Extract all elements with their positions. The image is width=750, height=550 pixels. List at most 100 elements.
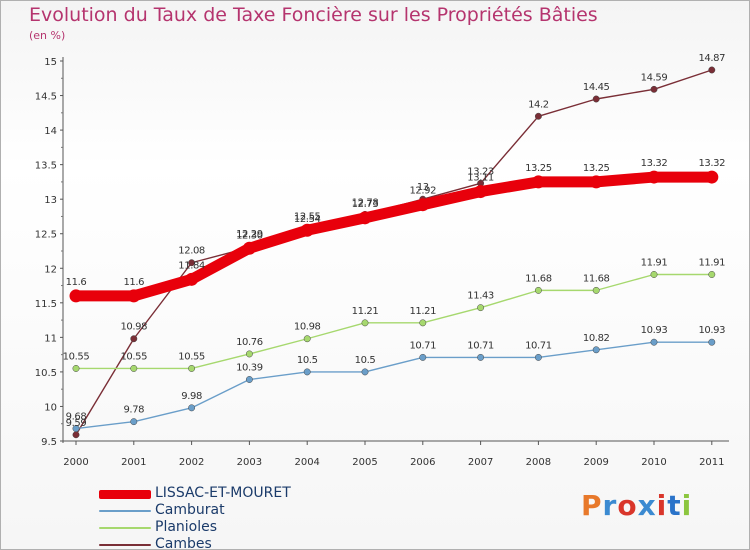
data-label: 13.25 xyxy=(583,163,610,174)
x-tick-label: 2010 xyxy=(641,457,666,468)
chart-title: Evolution du Taux de Taxe Foncière sur l… xyxy=(29,4,598,26)
y-tick-label: 10.5 xyxy=(35,368,57,379)
x-tick-label: 2007 xyxy=(468,457,493,468)
legend-label: Cambes xyxy=(155,536,212,550)
data-point xyxy=(72,365,80,372)
data-label: 10.93 xyxy=(641,325,668,336)
data-point xyxy=(188,404,196,412)
legend-swatch xyxy=(99,510,151,512)
data-point xyxy=(69,289,83,303)
data-labels-layer: 9.59 10.98 12.08 12.30 12.54 12.78 13 13.23 14.2… xyxy=(63,53,726,429)
data-point xyxy=(358,211,372,225)
data-label: 12.73 xyxy=(352,199,379,210)
legend-swatch xyxy=(99,544,151,546)
data-point xyxy=(705,170,719,184)
data-label: 11.84 xyxy=(178,260,205,271)
data-point xyxy=(650,85,658,93)
series-line-cambes xyxy=(75,69,713,436)
data-label: 11.91 xyxy=(641,257,668,268)
data-point xyxy=(477,304,485,312)
data-point xyxy=(303,368,311,376)
data-point xyxy=(300,223,314,237)
data-label: 10.39 xyxy=(236,363,263,374)
proxiti-logo: Proxiti xyxy=(581,489,692,522)
data-label: 12.08 xyxy=(178,246,205,257)
data-label: 10.55 xyxy=(178,351,205,362)
y-tick-label: 12.5 xyxy=(35,230,57,241)
data-label: 14.45 xyxy=(583,82,610,93)
chart-axes: 9.5 10 10.5 11 11.5 12 12.5 13 13.5 14 14.5 15 2000 2… xyxy=(35,57,729,468)
data-point xyxy=(708,66,716,74)
data-label: 13.11 xyxy=(467,173,494,184)
x-tick-label: 2004 xyxy=(294,457,319,468)
y-tick-label: 11 xyxy=(44,333,57,344)
data-label: 11.91 xyxy=(698,257,725,268)
logo-letter: P xyxy=(581,489,603,522)
data-label: 13.23 xyxy=(467,166,494,177)
data-label: 10.5 xyxy=(297,355,318,366)
data-label: 9.59 xyxy=(66,418,87,429)
logo-letter: t xyxy=(667,489,682,522)
data-label: 14.59 xyxy=(641,72,668,83)
series-line-planioles xyxy=(75,273,713,370)
data-point xyxy=(188,365,196,372)
data-point xyxy=(72,431,80,439)
legend-label: LISSAC-ET-MOURET xyxy=(155,485,291,501)
series-line-lissac-et-mouret xyxy=(70,171,718,302)
data-point xyxy=(303,335,311,343)
x-tick-label: 2011 xyxy=(699,457,724,468)
legend-swatch xyxy=(99,489,151,499)
data-point xyxy=(592,286,600,294)
data-label: 13.25 xyxy=(525,163,552,174)
data-label: 12.54 xyxy=(294,214,321,225)
data-label: 10.98 xyxy=(120,322,147,333)
data-label: 11.21 xyxy=(409,306,436,317)
x-tick-label: 2005 xyxy=(352,457,377,468)
data-label: 11.21 xyxy=(352,306,379,317)
y-axis-unit-label: (en %) xyxy=(29,29,66,42)
y-tick-label: 14 xyxy=(44,126,57,137)
data-point xyxy=(130,365,138,372)
data-point xyxy=(592,346,600,354)
series-layer xyxy=(69,66,719,439)
logo-letter: x xyxy=(637,489,657,522)
y-tick-label: 13 xyxy=(44,195,57,206)
data-point xyxy=(589,175,603,189)
data-label: 10.5 xyxy=(355,355,376,366)
data-point xyxy=(474,185,488,199)
data-label: 12.92 xyxy=(409,186,436,197)
x-tick-label: 2009 xyxy=(583,457,608,468)
data-label: 10.71 xyxy=(525,340,552,351)
data-point xyxy=(534,112,542,120)
x-tick-label: 2006 xyxy=(410,457,435,468)
data-point xyxy=(419,319,427,327)
data-label: 10.71 xyxy=(467,340,494,351)
data-point xyxy=(130,335,138,343)
y-tick-label: 13.5 xyxy=(35,161,57,172)
legend-label: Planioles xyxy=(155,519,218,535)
data-label: 12.30 xyxy=(236,231,263,242)
data-point xyxy=(650,338,658,346)
data-point xyxy=(245,350,253,358)
data-label: 11.6 xyxy=(66,277,87,288)
data-label: 13.32 xyxy=(698,158,725,169)
x-tick-label: 2003 xyxy=(237,457,262,468)
data-label: 11.68 xyxy=(583,273,610,284)
logo-letter: o xyxy=(617,489,638,522)
data-point xyxy=(130,418,138,426)
logo-letter: r xyxy=(602,489,618,522)
legend-label: Camburat xyxy=(155,502,225,518)
data-point xyxy=(647,170,661,184)
data-point xyxy=(188,259,196,267)
data-label: 12.29 xyxy=(236,229,263,240)
series-line-camburat xyxy=(75,341,713,430)
y-tick-label: 9.5 xyxy=(41,437,57,448)
data-point xyxy=(708,271,716,278)
data-label: 14.87 xyxy=(698,53,725,64)
data-point xyxy=(72,425,80,433)
legend-swatch xyxy=(99,527,151,529)
data-point xyxy=(416,198,430,212)
data-point xyxy=(419,353,427,361)
